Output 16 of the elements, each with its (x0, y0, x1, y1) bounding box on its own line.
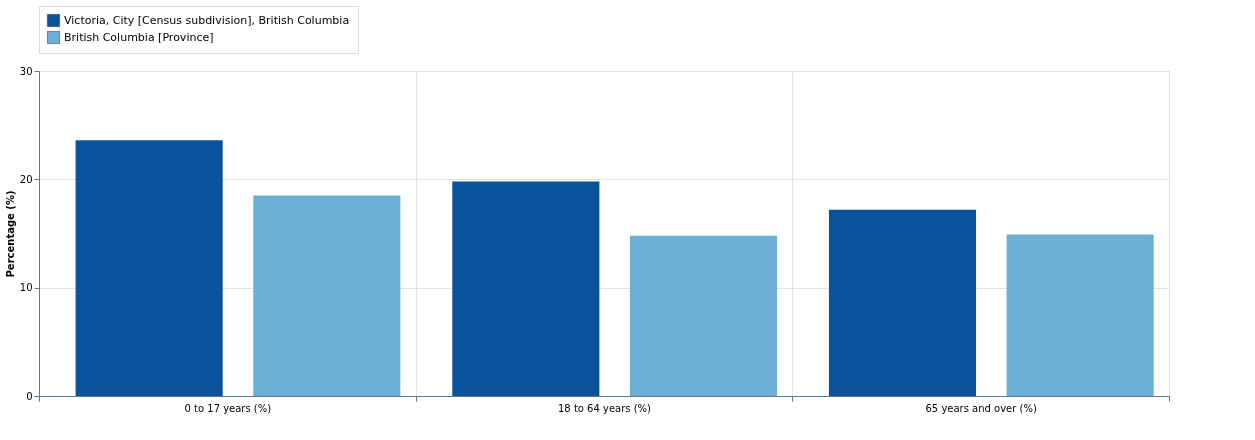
x-tick-label: 65 years and over (%) (925, 402, 1037, 414)
bar (452, 181, 600, 396)
y-axis-title: Percentage (%) (4, 190, 16, 278)
x-tick-label: 18 to 64 years (%) (557, 402, 652, 414)
bar (75, 140, 223, 396)
bar (1006, 234, 1154, 396)
y-tick-label: 20 (19, 173, 33, 185)
bar (253, 195, 401, 396)
y-tick-label: 10 (19, 282, 33, 294)
y-tick-label: 0 (26, 390, 33, 402)
bar (828, 209, 977, 396)
y-tick-label: 30 (19, 65, 33, 77)
legend-label: Victoria, City [Census subdivision], British Columbia (64, 13, 350, 27)
legend-label: British Columbia [Province] (64, 30, 214, 44)
x-tick-label: 0 to 17 years (%) (184, 402, 272, 414)
bar (629, 235, 778, 396)
